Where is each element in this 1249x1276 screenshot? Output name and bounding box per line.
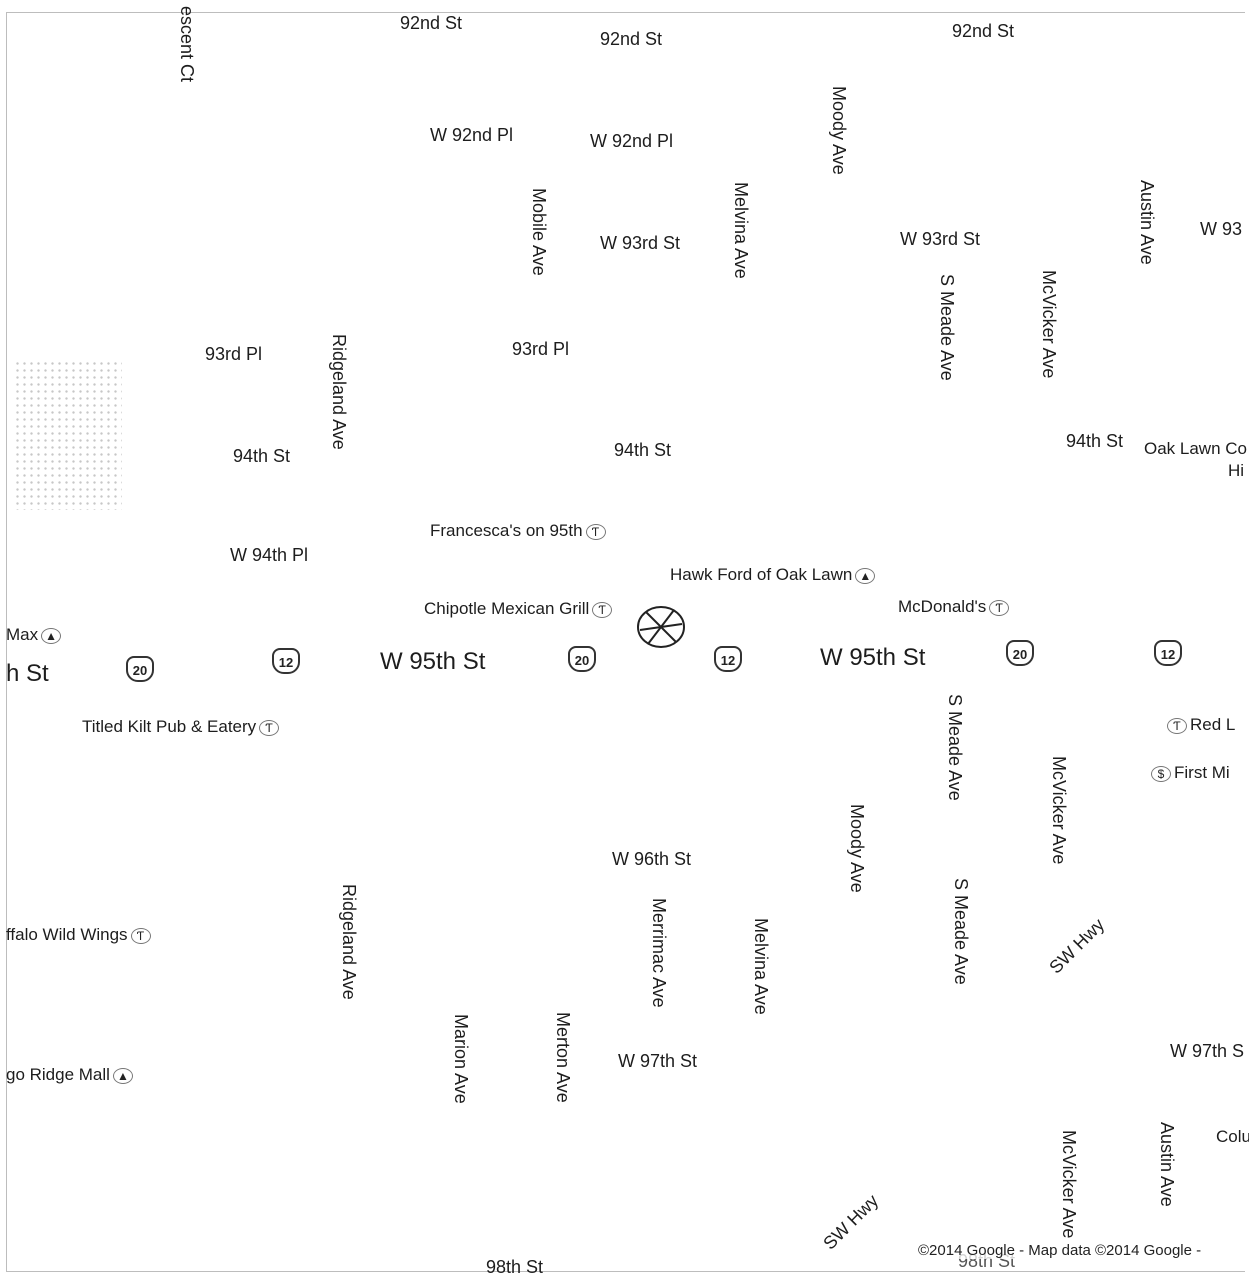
location-marker-icon[interactable] bbox=[636, 604, 686, 650]
street-label: W 95th St bbox=[820, 644, 926, 671]
restaurant-icon: Ƭ bbox=[130, 928, 151, 944]
street-label: 94th St bbox=[233, 446, 291, 466]
street-label: h St bbox=[6, 660, 49, 687]
poi-label: Titled Kilt Pub & Eatery bbox=[82, 717, 257, 736]
street-label: McVicker Ave bbox=[1059, 1130, 1079, 1239]
restaurant-icon: Ƭ bbox=[989, 600, 1010, 616]
street-label: S Meade Ave bbox=[951, 878, 971, 985]
street-label: Marion Ave bbox=[451, 1014, 471, 1104]
street-label: Mobile Ave bbox=[529, 188, 549, 276]
poi-hawk-ford[interactable]: Hawk Ford of Oak Lawn ▲ bbox=[670, 566, 878, 584]
street-label: S Meade Ave bbox=[937, 274, 957, 381]
poi-red-l[interactable]: Ƭ Red L bbox=[1164, 716, 1235, 734]
us-route-shield: 20 bbox=[126, 656, 154, 682]
restaurant-icon: Ƭ bbox=[1167, 718, 1187, 734]
poi-chipotle[interactable]: Chipotle Mexican Grill Ƭ bbox=[424, 600, 615, 618]
map-frame bbox=[6, 12, 1245, 1272]
street-label: 92nd St bbox=[952, 21, 1015, 41]
street-label: W 95th St bbox=[380, 648, 486, 675]
poi-label[interactable]: Oak Lawn Co bbox=[1144, 439, 1247, 458]
street-label: 94th St bbox=[1066, 431, 1124, 451]
street-label: 92nd St bbox=[400, 13, 463, 33]
shopping-icon: ▲ bbox=[855, 568, 876, 584]
street-label: W 97th St bbox=[618, 1051, 698, 1071]
shopping-icon: ▲ bbox=[41, 628, 62, 644]
street-label: Austin Ave bbox=[1157, 1122, 1177, 1207]
street-label: 93rd Pl bbox=[512, 339, 570, 359]
poi-label[interactable]: Hi bbox=[1228, 461, 1245, 480]
street-label: W 92nd Pl bbox=[430, 125, 514, 145]
shopping-icon: ▲ bbox=[112, 1068, 133, 1084]
street-label: W 93rd St bbox=[600, 233, 681, 253]
poi-chicago-ridge-mall[interactable]: go Ridge Mall ▲ bbox=[6, 1066, 136, 1084]
street-label: W 93rd St bbox=[900, 229, 981, 249]
street-label: Merton Ave bbox=[553, 1012, 573, 1103]
poi-label: First Mi bbox=[1174, 763, 1230, 782]
street-label: Merrimac Ave bbox=[649, 898, 669, 1008]
us-route-shield: 20 bbox=[1006, 640, 1034, 666]
street-label: Austin Ave bbox=[1137, 180, 1157, 265]
street-label: Ridgeland Ave bbox=[339, 884, 359, 1000]
street-label: 94th St bbox=[614, 440, 672, 460]
us-route-shield: 12 bbox=[1154, 640, 1182, 666]
street-label: Melvina Ave bbox=[731, 182, 751, 279]
street-label: 98th St bbox=[486, 1257, 544, 1276]
bank-icon: $ bbox=[1151, 766, 1171, 782]
street-label: escent Ct bbox=[177, 6, 197, 83]
map-attribution[interactable]: ©2014 Google - Map data ©2014 Google - bbox=[918, 1242, 1202, 1259]
poi-label: Chipotle Mexican Grill bbox=[424, 599, 590, 618]
park-area bbox=[14, 360, 122, 510]
poi-mcdonalds[interactable]: McDonald's Ƭ bbox=[898, 598, 1012, 616]
poi-label: ffalo Wild Wings bbox=[6, 925, 128, 944]
poi-label: Red L bbox=[1190, 715, 1236, 734]
us-route-shield: 12 bbox=[272, 648, 300, 674]
poi-label: go Ridge Mall bbox=[6, 1065, 110, 1084]
street-label: W 97th S bbox=[1170, 1041, 1245, 1061]
street-label: McVicker Ave bbox=[1049, 756, 1069, 865]
restaurant-icon: Ƭ bbox=[259, 720, 280, 736]
poi-titled-kilt[interactable]: Titled Kilt Pub & Eatery Ƭ bbox=[82, 718, 282, 736]
street-label: Moody Ave bbox=[847, 804, 867, 893]
street-label: S Meade Ave bbox=[945, 694, 965, 801]
poi-label: Hawk Ford of Oak Lawn bbox=[670, 565, 853, 584]
street-label: McVicker Ave bbox=[1039, 270, 1059, 379]
street-label: Ridgeland Ave bbox=[329, 334, 349, 450]
poi-carmax[interactable]: Max ▲ bbox=[6, 626, 64, 644]
street-label: W 92nd Pl bbox=[590, 131, 674, 151]
street-label: Moody Ave bbox=[829, 86, 849, 175]
street-label: W 96th St bbox=[612, 849, 692, 869]
poi-label[interactable]: Colu bbox=[1216, 1127, 1249, 1146]
street-label: W 93 bbox=[1200, 219, 1243, 239]
restaurant-icon: Ƭ bbox=[585, 524, 606, 540]
us-route-shield: 12 bbox=[714, 646, 742, 672]
poi-buffalo-wild-wings[interactable]: ffalo Wild Wings Ƭ bbox=[6, 926, 154, 944]
street-label: 93rd Pl bbox=[205, 344, 263, 364]
us-route-shield: 20 bbox=[568, 646, 596, 672]
poi-first-mi[interactable]: $ First Mi bbox=[1148, 764, 1230, 782]
poi-label: McDonald's bbox=[898, 597, 987, 616]
restaurant-icon: Ƭ bbox=[592, 602, 613, 618]
poi-label: Max bbox=[6, 625, 39, 644]
street-label: Melvina Ave bbox=[751, 918, 771, 1015]
street-label: 92nd St bbox=[600, 29, 663, 49]
street-label: W 94th Pl bbox=[230, 545, 309, 565]
poi-label: Francesca's on 95th bbox=[430, 521, 583, 540]
poi-francescas[interactable]: Francesca's on 95th Ƭ bbox=[430, 522, 609, 540]
